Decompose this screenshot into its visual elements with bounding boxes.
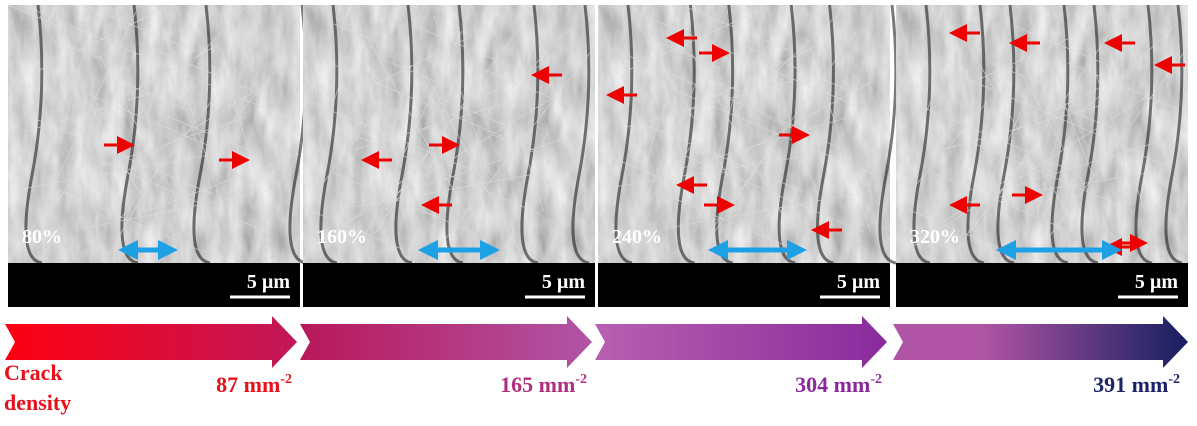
density-value: 165 mm-2 xyxy=(500,372,587,397)
density-number: 87 mm xyxy=(216,372,280,397)
density-number: 304 mm xyxy=(795,372,870,397)
sem-image xyxy=(896,5,1188,263)
sem-image xyxy=(303,5,595,263)
panel: 80% 5 µm xyxy=(8,5,306,307)
axis-label: Crack xyxy=(4,360,63,385)
density-value: 304 mm-2 xyxy=(795,372,882,397)
density-value: 391 mm-2 xyxy=(1093,372,1180,397)
strain-label: 240% xyxy=(612,226,662,248)
panel: 160% 5 µm xyxy=(303,5,595,307)
axis-label: density xyxy=(4,390,71,415)
strain-label: 80% xyxy=(22,226,62,248)
scale-label: 5 µm xyxy=(542,271,586,293)
strain-label: 320% xyxy=(910,226,960,248)
panel: 240% 5 µm xyxy=(598,5,896,307)
scale-label: 5 µm xyxy=(837,271,881,293)
density-exponent: -2 xyxy=(1168,372,1180,387)
figure: 80%5 µm87 mm-2160%5 µm165 mm-2240%5 µm30… xyxy=(0,0,1197,426)
density-value: 87 mm-2 xyxy=(216,372,292,397)
density-exponent: -2 xyxy=(280,372,292,387)
density-number: 165 mm xyxy=(500,372,575,397)
density-exponent: -2 xyxy=(870,372,882,387)
scale-label: 5 µm xyxy=(1135,271,1179,293)
strain-label: 160% xyxy=(317,226,367,248)
progress-arrow xyxy=(300,316,592,368)
progress-arrow xyxy=(893,316,1188,368)
progress-arrow xyxy=(595,316,887,368)
density-number: 391 mm xyxy=(1093,372,1168,397)
density-exponent: -2 xyxy=(575,372,587,387)
scale-label: 5 µm xyxy=(247,271,291,293)
panel: 320% 5 µm xyxy=(896,5,1188,307)
